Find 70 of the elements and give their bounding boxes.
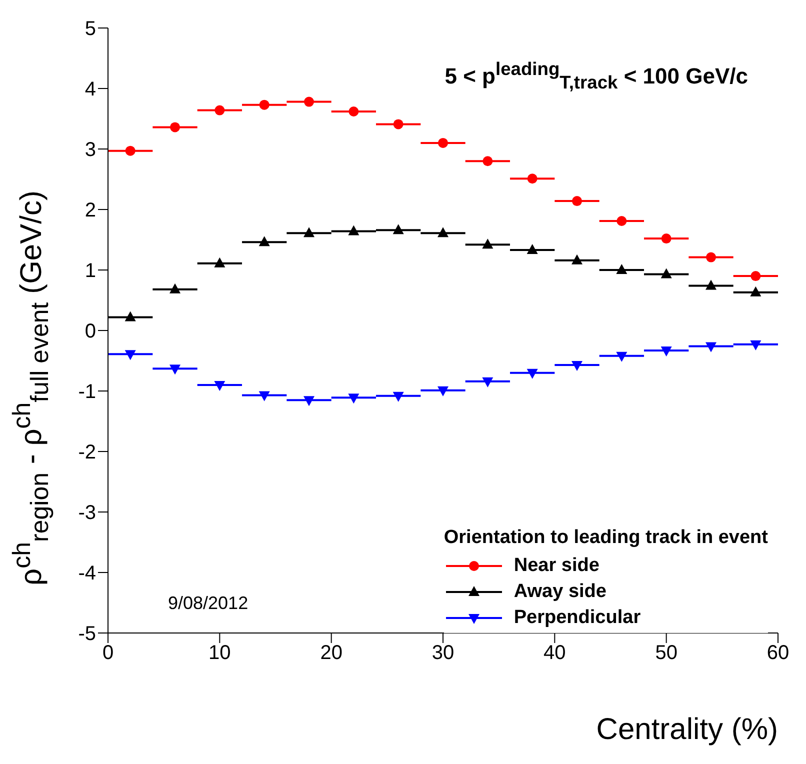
point [616, 216, 627, 226]
point [304, 227, 314, 238]
y-tick-label: -1 [78, 381, 96, 404]
y-tick-label: 3 [84, 139, 96, 162]
point [526, 368, 538, 379]
point [348, 106, 359, 116]
point [392, 224, 404, 234]
point [482, 238, 494, 249]
point [572, 254, 582, 264]
annotation: 9/08/2012 [168, 593, 248, 614]
y-tick-label: 0 [84, 320, 96, 343]
text: 5 < p$^{leading}$$_{T,track}$ < 100 GeV/c [444, 58, 748, 94]
x-tick-label: 0 [102, 642, 114, 664]
point [438, 386, 448, 396]
point [392, 392, 404, 402]
point [661, 234, 672, 244]
point [660, 268, 672, 278]
point [438, 227, 448, 238]
y-tick-label: -4 [78, 562, 96, 585]
point [304, 396, 314, 406]
x-tick-label: 50 [655, 642, 678, 664]
point [170, 364, 180, 375]
point [170, 283, 180, 294]
point [750, 286, 762, 296]
point [214, 257, 226, 268]
y-tick-label: 2 [84, 200, 96, 222]
y-tick-label: -3 [78, 502, 96, 524]
point [125, 146, 136, 156]
point [170, 122, 180, 132]
legend-label: Near side [514, 555, 600, 576]
point [527, 174, 538, 184]
point [526, 244, 538, 254]
y-tick-label: 4 [84, 78, 96, 101]
point [660, 346, 672, 356]
point [616, 264, 628, 274]
legend-label: Perpendicular [514, 607, 641, 628]
point [706, 342, 716, 352]
point [616, 352, 628, 362]
point [706, 280, 716, 290]
y-tick-label: 5 [84, 18, 96, 40]
point [393, 119, 404, 130]
x-tick-label: 60 [766, 642, 790, 664]
point [750, 271, 761, 282]
point [572, 196, 582, 206]
point [348, 225, 360, 236]
point [348, 394, 360, 404]
point [258, 236, 270, 246]
y-tick-label: -2 [78, 442, 96, 464]
point [258, 391, 270, 402]
x-tick-label: 10 [208, 642, 231, 664]
x-tick-label: 20 [320, 642, 342, 664]
y-tick-label: -5 [78, 623, 96, 646]
x-axis-title: Centrality (%) [596, 713, 778, 747]
point [259, 100, 270, 110]
point [750, 340, 762, 350]
point [214, 380, 226, 391]
y-tick-label: 1 [84, 260, 96, 282]
x-tick-label: 30 [432, 642, 454, 664]
point [304, 96, 314, 107]
point [706, 252, 716, 262]
legend-title: Orientation to leading track in event [444, 527, 768, 549]
point [572, 360, 582, 371]
point [214, 105, 225, 116]
legend-label: Away side [514, 581, 606, 602]
x-tick-label: 40 [544, 642, 566, 664]
point [124, 311, 136, 322]
point [482, 377, 494, 388]
point [482, 156, 493, 166]
point [124, 350, 136, 360]
point [438, 138, 448, 148]
